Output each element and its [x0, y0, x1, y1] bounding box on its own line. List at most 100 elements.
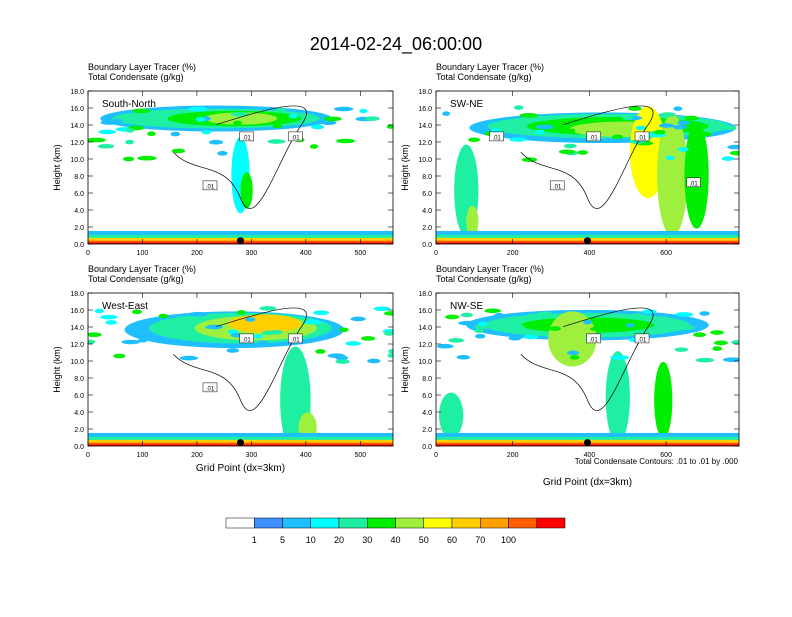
y-tick-label: 10.0	[70, 359, 84, 366]
field-speckle	[474, 333, 486, 339]
field-speckle	[632, 313, 644, 318]
plot-frame	[87, 90, 394, 245]
field-speckle	[448, 338, 465, 343]
field-speckle	[170, 131, 181, 137]
x-tick-label: 200	[191, 250, 203, 257]
contour-label-box	[202, 180, 218, 191]
field-speckle	[677, 147, 689, 152]
field-speckle	[188, 106, 208, 112]
contour-label: .01	[638, 135, 647, 141]
y-tick-label: 16.0	[70, 106, 84, 113]
field-speckle	[94, 308, 104, 314]
field-speckle	[188, 311, 208, 317]
field-speckle	[88, 137, 106, 143]
panel-nw-se: Boundary Layer Tracer (%)Total Condensat…	[400, 264, 740, 488]
y-tick-label: 4.0	[74, 410, 84, 417]
contour-label: .01	[242, 135, 251, 141]
field-speckle	[158, 313, 168, 319]
colorbar-swatch	[367, 517, 396, 529]
column-shade	[654, 361, 673, 439]
y-axis-label: Height (km)	[52, 346, 62, 393]
panel-subtitle-tracer: Boundary Layer Tracer (%)	[88, 264, 196, 274]
field-speckle	[253, 334, 264, 339]
panel-subtitle-tracer: Boundary Layer Tracer (%)	[436, 264, 544, 274]
y-tick-label: 2.0	[74, 225, 84, 232]
x-tick-label: 100	[137, 250, 149, 257]
y-tick-label: 12.0	[70, 342, 84, 349]
field-speckle	[713, 340, 728, 346]
y-tick-label: 0.0	[422, 242, 432, 249]
field-speckle	[493, 313, 505, 318]
y-tick-label: 0.0	[74, 444, 84, 451]
panel-subtitle-condensate: Total Condensate (g/kg)	[88, 274, 184, 284]
x-tick-label: 400	[584, 452, 596, 459]
colorbar-swatch	[423, 517, 453, 529]
contour-label-box	[288, 333, 303, 344]
field-speckle	[563, 143, 577, 149]
x-tick-label: 200	[191, 452, 203, 459]
field-speckle	[657, 316, 669, 321]
x-tick-label: 500	[354, 452, 366, 459]
y-tick-label: 14.0	[418, 123, 432, 130]
figure-title: 2014-02-24_06:00:00	[310, 34, 482, 55]
field-speckle	[267, 139, 286, 144]
field-speckle	[100, 314, 118, 320]
y-tick-label: 4.0	[422, 208, 432, 215]
contour-label: .01	[242, 337, 251, 343]
field-speckle	[534, 129, 546, 135]
y-tick-label: 6.0	[74, 393, 84, 400]
colorbar-label: 100	[501, 535, 516, 545]
y-tick-label: 8.0	[74, 376, 84, 383]
field-speckle	[674, 347, 689, 352]
field-speckle	[660, 112, 676, 117]
contour-label-box	[239, 131, 254, 142]
colorbar-label: 70	[475, 535, 485, 545]
contour-label: .01	[291, 135, 300, 141]
field-speckle	[558, 149, 576, 155]
contour-label-box	[288, 131, 303, 142]
condensate-contour	[173, 307, 307, 411]
panel-label: SW-NE	[450, 99, 483, 110]
x-tick-label: 100	[137, 452, 149, 459]
colorbar-label: 30	[362, 535, 372, 545]
contour-label: .01	[638, 337, 647, 343]
y-tick-label: 2.0	[422, 225, 432, 232]
field-speckle	[137, 155, 157, 161]
field-speckle	[288, 113, 298, 119]
plot-frame	[87, 292, 394, 447]
field-speckle	[673, 106, 683, 111]
field-speckle	[302, 319, 322, 325]
field-speckle	[245, 317, 256, 322]
field-speckle	[484, 308, 501, 314]
y-tick-label: 6.0	[422, 393, 432, 400]
field-speckle	[323, 116, 342, 122]
field-speckle	[526, 313, 542, 319]
field-speckle	[88, 339, 96, 345]
y-tick-label: 2.0	[74, 427, 84, 434]
y-tick-label: 12.0	[418, 140, 432, 147]
panel-label: West-East	[102, 301, 148, 312]
y-tick-label: 8.0	[422, 376, 432, 383]
field-speckle	[226, 348, 240, 353]
field-speckle	[712, 346, 723, 351]
field-speckle	[710, 330, 724, 335]
field-speckle	[695, 357, 715, 363]
x-tick-label: 0	[86, 250, 90, 257]
field-speckle	[569, 355, 580, 360]
x-tick-label: 500	[354, 250, 366, 257]
x-tick-label: 300	[246, 452, 258, 459]
x-tick-label: 400	[300, 250, 312, 257]
field-speckle	[230, 112, 250, 117]
contour-label: .01	[689, 181, 698, 187]
field-speckle	[88, 332, 102, 338]
contour-label-box	[202, 382, 218, 393]
y-axis-label: Height (km)	[52, 144, 62, 191]
field-speckle	[725, 125, 737, 131]
plot-frame	[435, 90, 740, 245]
y-tick-label: 4.0	[74, 208, 84, 215]
site-marker	[237, 439, 244, 447]
contour-label-box	[586, 333, 601, 344]
x-tick-label: 0	[434, 250, 438, 257]
field-speckle	[535, 124, 554, 130]
field-speckle	[678, 325, 695, 330]
